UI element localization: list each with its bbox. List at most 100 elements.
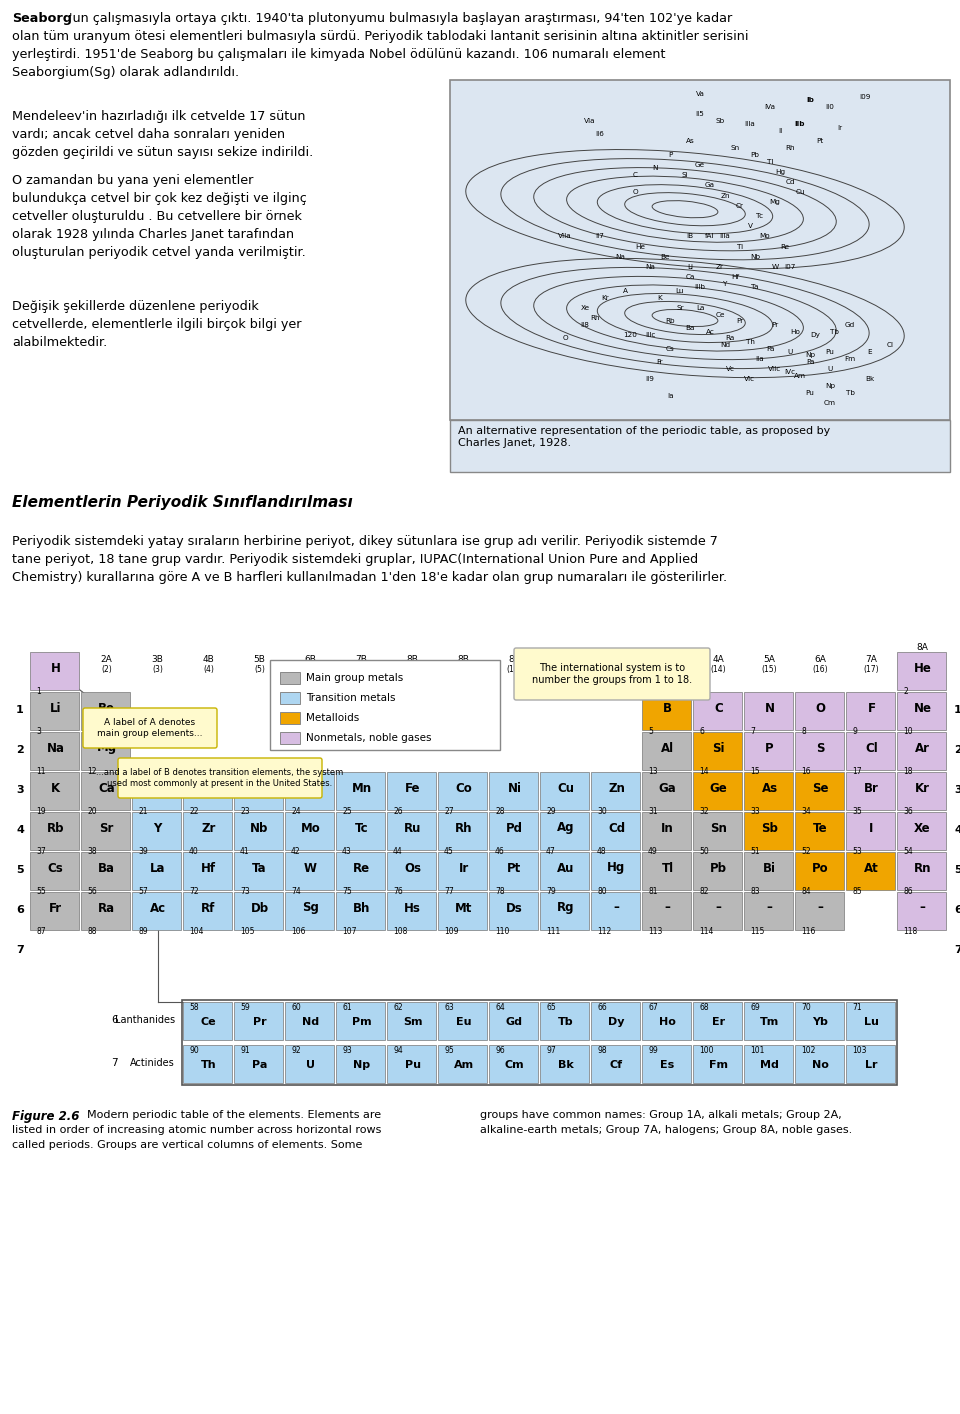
Text: Bh: Bh	[353, 902, 371, 915]
Text: 2: 2	[954, 745, 960, 755]
Text: Cr: Cr	[303, 782, 318, 795]
Text: 7: 7	[16, 945, 24, 954]
Text: 41: 41	[240, 847, 250, 855]
Text: 9: 9	[852, 727, 857, 735]
Text: At: At	[864, 861, 878, 874]
Text: La: La	[150, 861, 165, 874]
Text: 83: 83	[750, 887, 759, 896]
Text: N: N	[764, 701, 775, 714]
Bar	[285, 812, 334, 850]
Text: Ba: Ba	[98, 861, 115, 874]
Text: 58: 58	[189, 1003, 199, 1012]
Text: (7): (7)	[356, 665, 367, 674]
Text: F: F	[868, 701, 876, 714]
Text: 6: 6	[954, 905, 960, 915]
Text: 114: 114	[699, 926, 713, 936]
Text: Cd: Cd	[608, 822, 625, 834]
Bar	[387, 772, 437, 810]
Text: gözden geçirildi ve sütun sayısı sekize indirildi.: gözden geçirildi ve sütun sayısı sekize …	[12, 146, 313, 158]
Text: U: U	[787, 349, 793, 355]
Text: Fe: Fe	[405, 782, 420, 795]
Text: 67: 67	[648, 1003, 658, 1012]
Bar	[489, 851, 539, 889]
Text: Np: Np	[825, 383, 835, 389]
Text: 77: 77	[444, 887, 454, 896]
Bar	[795, 851, 845, 889]
Text: Nd: Nd	[302, 1017, 319, 1027]
Bar	[280, 713, 300, 724]
Bar	[591, 1001, 640, 1041]
Text: Bk: Bk	[865, 376, 875, 382]
Text: 2: 2	[903, 687, 908, 696]
Text: 112: 112	[597, 926, 612, 936]
Bar	[693, 1045, 742, 1083]
Text: 4A: 4A	[712, 655, 725, 665]
Text: 1A: 1A	[50, 655, 61, 665]
Bar	[387, 812, 437, 850]
Text: Pu: Pu	[404, 1060, 420, 1070]
Text: Se: Se	[812, 782, 828, 795]
Text: Na: Na	[645, 264, 655, 270]
Text: Cr: Cr	[736, 202, 744, 209]
Text: Li: Li	[50, 701, 61, 714]
Text: 5: 5	[648, 727, 653, 735]
Text: Seaborg: Seaborg	[12, 11, 72, 25]
Text: An alternative representation of the periodic table, as proposed by
Charles Jane: An alternative representation of the per…	[458, 426, 830, 448]
Text: Cl: Cl	[886, 342, 894, 348]
Text: 118: 118	[903, 926, 918, 936]
Bar	[897, 691, 947, 730]
Text: Ge: Ge	[709, 782, 728, 795]
Text: (5): (5)	[254, 665, 265, 674]
Bar	[897, 731, 947, 771]
Bar	[285, 892, 334, 930]
Text: 6B: 6B	[304, 655, 317, 665]
Text: 35: 35	[852, 807, 862, 816]
Text: (12): (12)	[609, 665, 624, 674]
Text: Ir: Ir	[458, 861, 468, 874]
Bar	[846, 851, 896, 889]
Text: Ti: Ti	[203, 782, 215, 795]
Text: Modern periodic table of the elements. Elements are: Modern periodic table of the elements. E…	[80, 1110, 381, 1120]
Bar	[234, 1001, 283, 1041]
Bar	[897, 772, 947, 810]
Text: Ge: Ge	[695, 163, 705, 168]
Text: Tb: Tb	[558, 1017, 573, 1027]
Text: 104: 104	[189, 926, 204, 936]
Text: H: H	[51, 662, 60, 674]
Text: 33: 33	[750, 807, 760, 816]
Text: 6: 6	[111, 1015, 118, 1025]
Text: alkaline-earth metals; Group 7A, halogens; Group 8A, noble gases.: alkaline-earth metals; Group 7A, halogen…	[480, 1126, 852, 1135]
Text: Mg: Mg	[96, 741, 116, 755]
Text: Zn: Zn	[608, 782, 625, 795]
Text: Rn: Rn	[914, 861, 931, 874]
Text: 100: 100	[699, 1046, 713, 1055]
Text: 70: 70	[801, 1003, 811, 1012]
Bar	[591, 812, 640, 850]
Bar	[30, 691, 80, 730]
Text: Main group metals: Main group metals	[306, 673, 403, 683]
Bar	[285, 1045, 334, 1083]
Text: Pd: Pd	[506, 822, 523, 834]
Text: 87: 87	[36, 926, 46, 936]
Text: 110: 110	[495, 926, 510, 936]
Text: Pu: Pu	[805, 390, 814, 396]
Text: Li: Li	[687, 264, 693, 270]
Text: O: O	[815, 701, 826, 714]
Bar	[270, 660, 500, 749]
Text: Am: Am	[453, 1060, 473, 1070]
Bar	[591, 892, 640, 930]
Text: 25: 25	[342, 807, 351, 816]
Text: Re: Re	[780, 243, 789, 250]
Text: Ia: Ia	[667, 393, 673, 399]
Text: Np: Np	[804, 352, 815, 358]
Bar	[183, 772, 232, 810]
Text: 6: 6	[699, 727, 704, 735]
Text: U: U	[306, 1060, 315, 1070]
Text: Ar: Ar	[915, 741, 930, 755]
Text: 97: 97	[546, 1046, 556, 1055]
Text: 4B: 4B	[203, 655, 214, 665]
Text: Os: Os	[404, 861, 421, 874]
Text: Ca: Ca	[98, 782, 115, 795]
Text: Ac: Ac	[706, 328, 714, 335]
Text: Hs: Hs	[404, 902, 420, 915]
